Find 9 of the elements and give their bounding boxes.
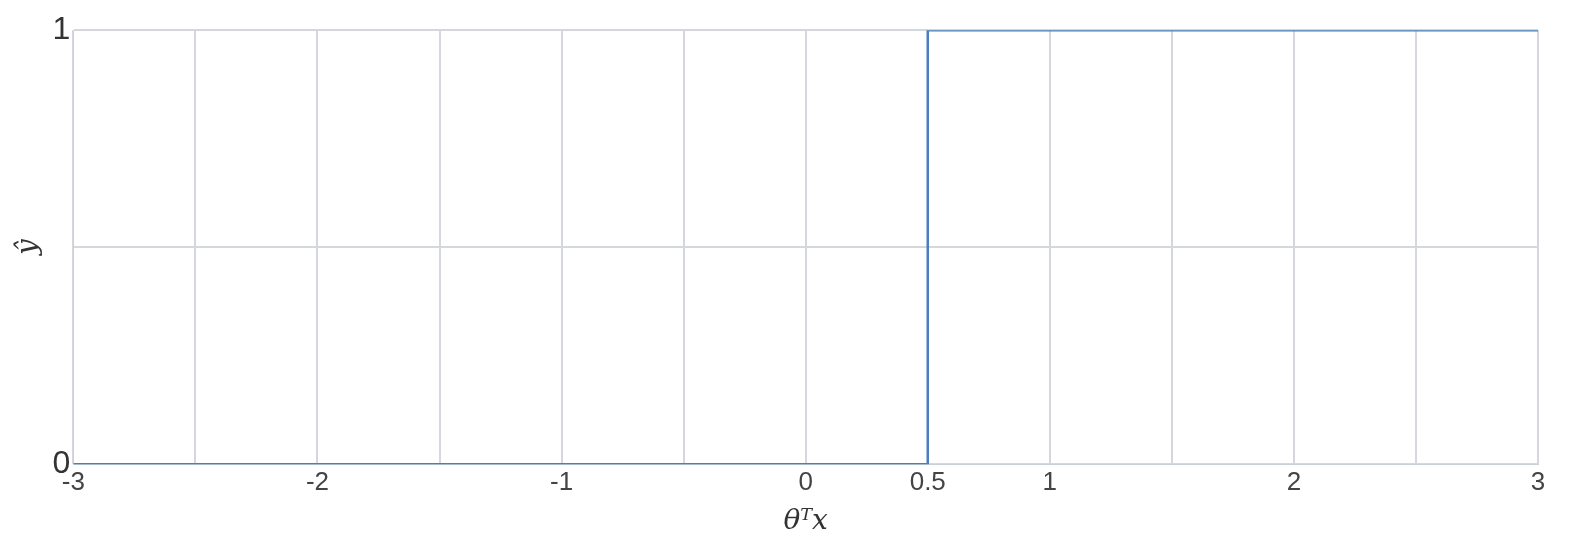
x-tick-label: 2 bbox=[1286, 465, 1302, 496]
x-tick-label: 0.5 bbox=[909, 465, 946, 496]
x-tick-label: 1 bbox=[1042, 465, 1058, 496]
x-tick-label: 3 bbox=[1530, 465, 1546, 496]
x-tick-label: -1 bbox=[550, 465, 574, 496]
x-tick-label: 0 bbox=[798, 465, 813, 496]
y-axis-title: ŷ bbox=[10, 238, 44, 258]
x-axis-title: θᵀx bbox=[783, 503, 829, 537]
x-tick-label: -2 bbox=[305, 465, 330, 496]
